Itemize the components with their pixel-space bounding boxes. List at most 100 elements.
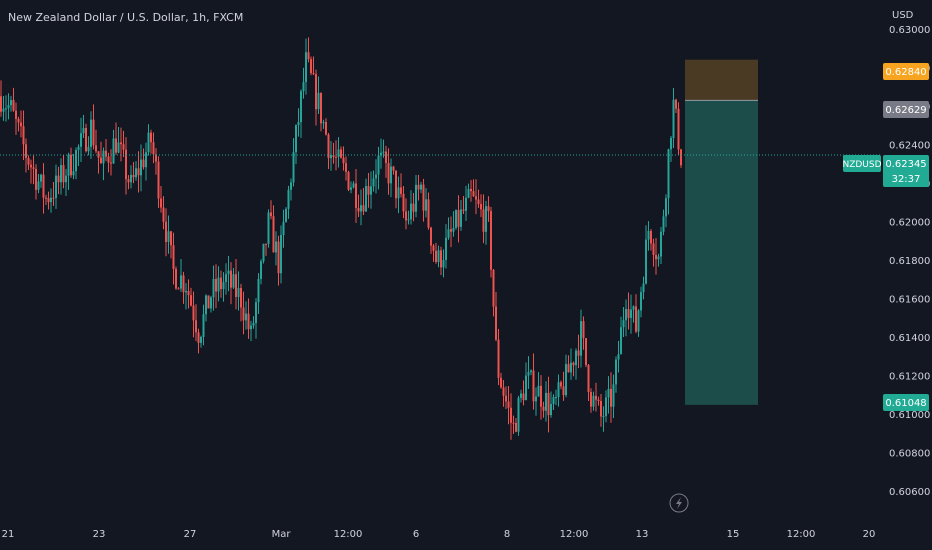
candle-body [95, 145, 97, 152]
time-axis[interactable]: 21 23 27 Mar 12:00 6 8 12:00 13 15 12:00 20 [2, 529, 876, 540]
candle-body [32, 167, 35, 169]
candle-body [647, 231, 650, 240]
candle-body [570, 362, 572, 373]
candle-body [502, 387, 505, 396]
candle-body [490, 211, 492, 270]
candle-body [37, 181, 40, 190]
candle-body [552, 397, 555, 405]
candle-body [75, 149, 77, 172]
candle-body [525, 375, 527, 401]
candle-body [92, 119, 95, 146]
stop-loss-zone[interactable] [685, 59, 758, 101]
current-price-label: 0.62345 [885, 159, 926, 170]
candle-body [222, 281, 225, 290]
candle-body [250, 325, 252, 330]
candle-body [110, 162, 112, 164]
candle-body [572, 362, 575, 366]
y-tick-label: 0.62400 [889, 140, 930, 151]
candle-body [585, 338, 587, 366]
bolt-icon[interactable] [669, 493, 689, 513]
candle-body [35, 168, 37, 190]
candle-body [115, 138, 117, 153]
candle-body [297, 121, 300, 126]
candle-body [252, 323, 255, 326]
stop-badge: 0.62840 [883, 63, 929, 80]
x-tick-label: 13 [636, 529, 649, 540]
candle-body [260, 261, 262, 279]
candle-body [10, 100, 12, 106]
candle-body [215, 279, 217, 292]
y-tick-label: 0.63000 [889, 25, 930, 36]
candle-body [385, 151, 387, 163]
candle-body [337, 149, 340, 158]
candle-body [152, 142, 155, 155]
candle-body [407, 219, 410, 221]
candle-body [625, 309, 627, 321]
candle-body [307, 52, 310, 60]
candle-body [412, 203, 415, 212]
candle-body [447, 229, 450, 238]
candle-body [390, 166, 392, 184]
candle-body [292, 152, 295, 183]
candle-body [602, 415, 605, 417]
candle-body [380, 152, 382, 156]
candle-body [235, 274, 237, 297]
candle-body [125, 149, 127, 180]
candle-body [480, 204, 482, 210]
candle-body [300, 91, 302, 122]
candle-body [622, 320, 625, 328]
candle-body [20, 122, 22, 127]
candle-body [200, 336, 202, 343]
candle-body [645, 239, 647, 284]
candle-body [305, 52, 307, 83]
candle-body [120, 142, 122, 145]
take-profit-zone[interactable] [685, 100, 758, 405]
candle-body [655, 254, 657, 260]
candle-body [187, 291, 190, 296]
candle-body [72, 171, 75, 176]
candle-body [325, 122, 327, 135]
candle-body [182, 275, 185, 293]
candle-body [340, 149, 342, 158]
candle-body [422, 184, 425, 211]
candle-body [437, 250, 440, 263]
symbol-badge: NZDUSD [842, 155, 882, 172]
candle-body [452, 227, 455, 232]
y-tick-label: 0.61600 [889, 295, 930, 306]
candle-body [657, 256, 660, 260]
candle-body [2, 108, 5, 112]
x-tick-label: Mar [272, 529, 292, 540]
candle-body [177, 288, 180, 290]
candle-body [400, 187, 402, 194]
candle-body [652, 243, 655, 255]
candle-body [517, 397, 520, 432]
candle-body [310, 59, 312, 74]
candle-body [350, 187, 352, 190]
candle-body [462, 209, 465, 211]
candle-body [40, 174, 42, 182]
x-tick-label: 15 [727, 529, 740, 540]
candle-body [322, 122, 325, 124]
candle-body [457, 210, 460, 227]
chart-legend-title: New Zealand Dollar / U.S. Dollar, 1h, FX… [8, 11, 244, 24]
candle-body [587, 365, 590, 393]
x-tick-label: 6 [413, 529, 419, 540]
x-tick-label: 12:00 [334, 529, 363, 540]
candle-body [42, 174, 45, 198]
candle-body [580, 321, 582, 356]
candle-body [332, 155, 335, 157]
candle-body [15, 110, 17, 119]
candle-body [157, 161, 160, 199]
candle-body [65, 175, 67, 183]
candle-body [382, 151, 385, 153]
candle-body [365, 186, 367, 212]
candle-body [50, 197, 52, 203]
candle-body [170, 231, 172, 246]
candle-body [57, 175, 60, 183]
candle-body [527, 371, 530, 376]
candle-body [420, 184, 422, 190]
candle-body [132, 174, 135, 178]
candle-body [25, 144, 27, 159]
